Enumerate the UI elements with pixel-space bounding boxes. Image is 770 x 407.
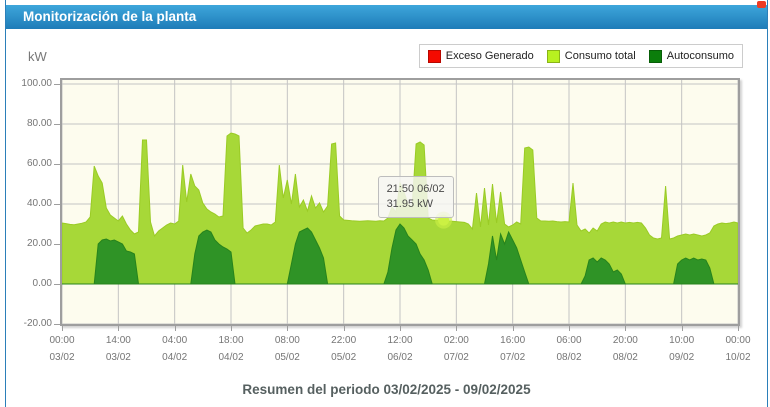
x-axis-time-label: 10:00 bbox=[669, 335, 695, 346]
x-axis-date-label: 08/02 bbox=[612, 352, 638, 363]
x-axis-tick bbox=[400, 326, 401, 331]
y-axis-label: 60.00 bbox=[26, 158, 52, 169]
y-axis-label: 20.00 bbox=[26, 238, 52, 249]
x-axis-time-label: 20:00 bbox=[612, 335, 638, 346]
page-title: Monitorización de la planta bbox=[23, 9, 197, 24]
x-axis-tick bbox=[287, 326, 289, 331]
x-axis-date-label: 03/02 bbox=[105, 352, 131, 363]
legend-item-exceso-generado[interactable]: Exceso Generado bbox=[427, 49, 534, 63]
x-axis-time-label: 16:00 bbox=[500, 335, 526, 346]
x-axis-tick bbox=[174, 326, 176, 331]
x-axis-time-label: 18:00 bbox=[218, 335, 244, 346]
x-axis-date-label: 05/02 bbox=[331, 352, 357, 363]
y-axis-tick bbox=[54, 284, 60, 285]
panel-header: Monitorización de la planta bbox=[6, 5, 767, 29]
y-axis-label: 100.00 bbox=[21, 78, 52, 89]
x-axis-time-label: 22:00 bbox=[331, 335, 357, 346]
legend-label: Autoconsumo bbox=[666, 50, 734, 62]
x-axis-time-label: 14:00 bbox=[105, 335, 131, 346]
x-axis-date-label: 03/02 bbox=[49, 352, 75, 363]
x-axis-date-label: 09/02 bbox=[669, 352, 695, 363]
plant-monitoring-chart[interactable]: kW Exceso Generado Consumo total Autoconsu… bbox=[6, 29, 767, 379]
y-axis-tick bbox=[54, 124, 60, 125]
x-axis-time-label: 12:00 bbox=[387, 335, 413, 346]
chart-legend: Exceso Generado Consumo total Autoconsumo bbox=[418, 44, 743, 68]
y-axis-label: 0.00 bbox=[32, 278, 52, 289]
x-axis-time-label: 00:00 bbox=[725, 335, 751, 346]
corner-red-dot bbox=[757, 1, 766, 8]
x-axis-tick bbox=[512, 326, 514, 331]
hover-tooltip: 21:50 06/02 31.95 kW bbox=[377, 176, 454, 219]
legend-label: Exceso Generado bbox=[445, 50, 534, 62]
x-axis-time-label: 06:00 bbox=[556, 335, 582, 346]
x-axis-date-label: 05/02 bbox=[274, 352, 300, 363]
x-axis-time-label: 08:00 bbox=[274, 335, 300, 346]
x-axis-time-label: 00:00 bbox=[49, 335, 75, 346]
x-axis-tick bbox=[343, 326, 345, 331]
x-axis-date-label: 04/02 bbox=[162, 352, 188, 363]
legend-label: Consumo total bbox=[564, 50, 636, 62]
x-axis-time-label: 02:00 bbox=[443, 335, 469, 346]
x-axis-date-label: 08/02 bbox=[556, 352, 582, 363]
x-axis-date-label: 07/02 bbox=[500, 352, 526, 363]
y-axis-label: 80.00 bbox=[26, 118, 52, 129]
y-axis-tick bbox=[54, 244, 60, 245]
tooltip-time: 21:50 06/02 bbox=[386, 183, 445, 196]
y-axis-label: -20.00 bbox=[23, 318, 52, 329]
x-axis-tick bbox=[62, 326, 63, 331]
x-axis-tick bbox=[118, 326, 120, 331]
y-axis-tick bbox=[54, 164, 60, 165]
yellowgreen-swatch-icon bbox=[546, 49, 560, 63]
x-axis-tick bbox=[569, 326, 570, 331]
x-axis-tick bbox=[681, 326, 683, 331]
legend-item-consumo-total[interactable]: Consumo total bbox=[546, 49, 636, 63]
x-axis-date-label: 06/02 bbox=[387, 352, 413, 363]
x-axis-tick bbox=[456, 326, 458, 331]
x-axis-tick bbox=[231, 326, 232, 331]
legend-item-autoconsumo[interactable]: Autoconsumo bbox=[648, 49, 734, 63]
plant-monitoring-panel: Monitorización de la planta kW Exceso Ge… bbox=[5, 0, 768, 407]
tooltip-value: 31.95 kW bbox=[386, 198, 434, 211]
y-axis-tick bbox=[54, 84, 60, 85]
x-axis-date-label: 07/02 bbox=[443, 352, 469, 363]
y-axis-tick bbox=[54, 204, 60, 205]
red-swatch-icon bbox=[427, 49, 441, 63]
x-axis-time-label: 04:00 bbox=[162, 335, 188, 346]
darkgreen-swatch-icon bbox=[648, 49, 662, 63]
x-axis-date-label: 04/02 bbox=[218, 352, 244, 363]
x-axis-tick bbox=[738, 326, 739, 331]
y-axis-tick bbox=[54, 324, 60, 325]
x-axis-tick bbox=[625, 326, 627, 331]
period-summary-text: Resumen del periodo 03/02/2025 - 09/02/2… bbox=[242, 382, 531, 397]
y-axis-label: 40.00 bbox=[26, 198, 52, 209]
autoconsumo-area bbox=[62, 223, 738, 285]
y-axis-unit-label: kW bbox=[28, 49, 47, 64]
x-axis-date-label: 10/02 bbox=[725, 352, 751, 363]
